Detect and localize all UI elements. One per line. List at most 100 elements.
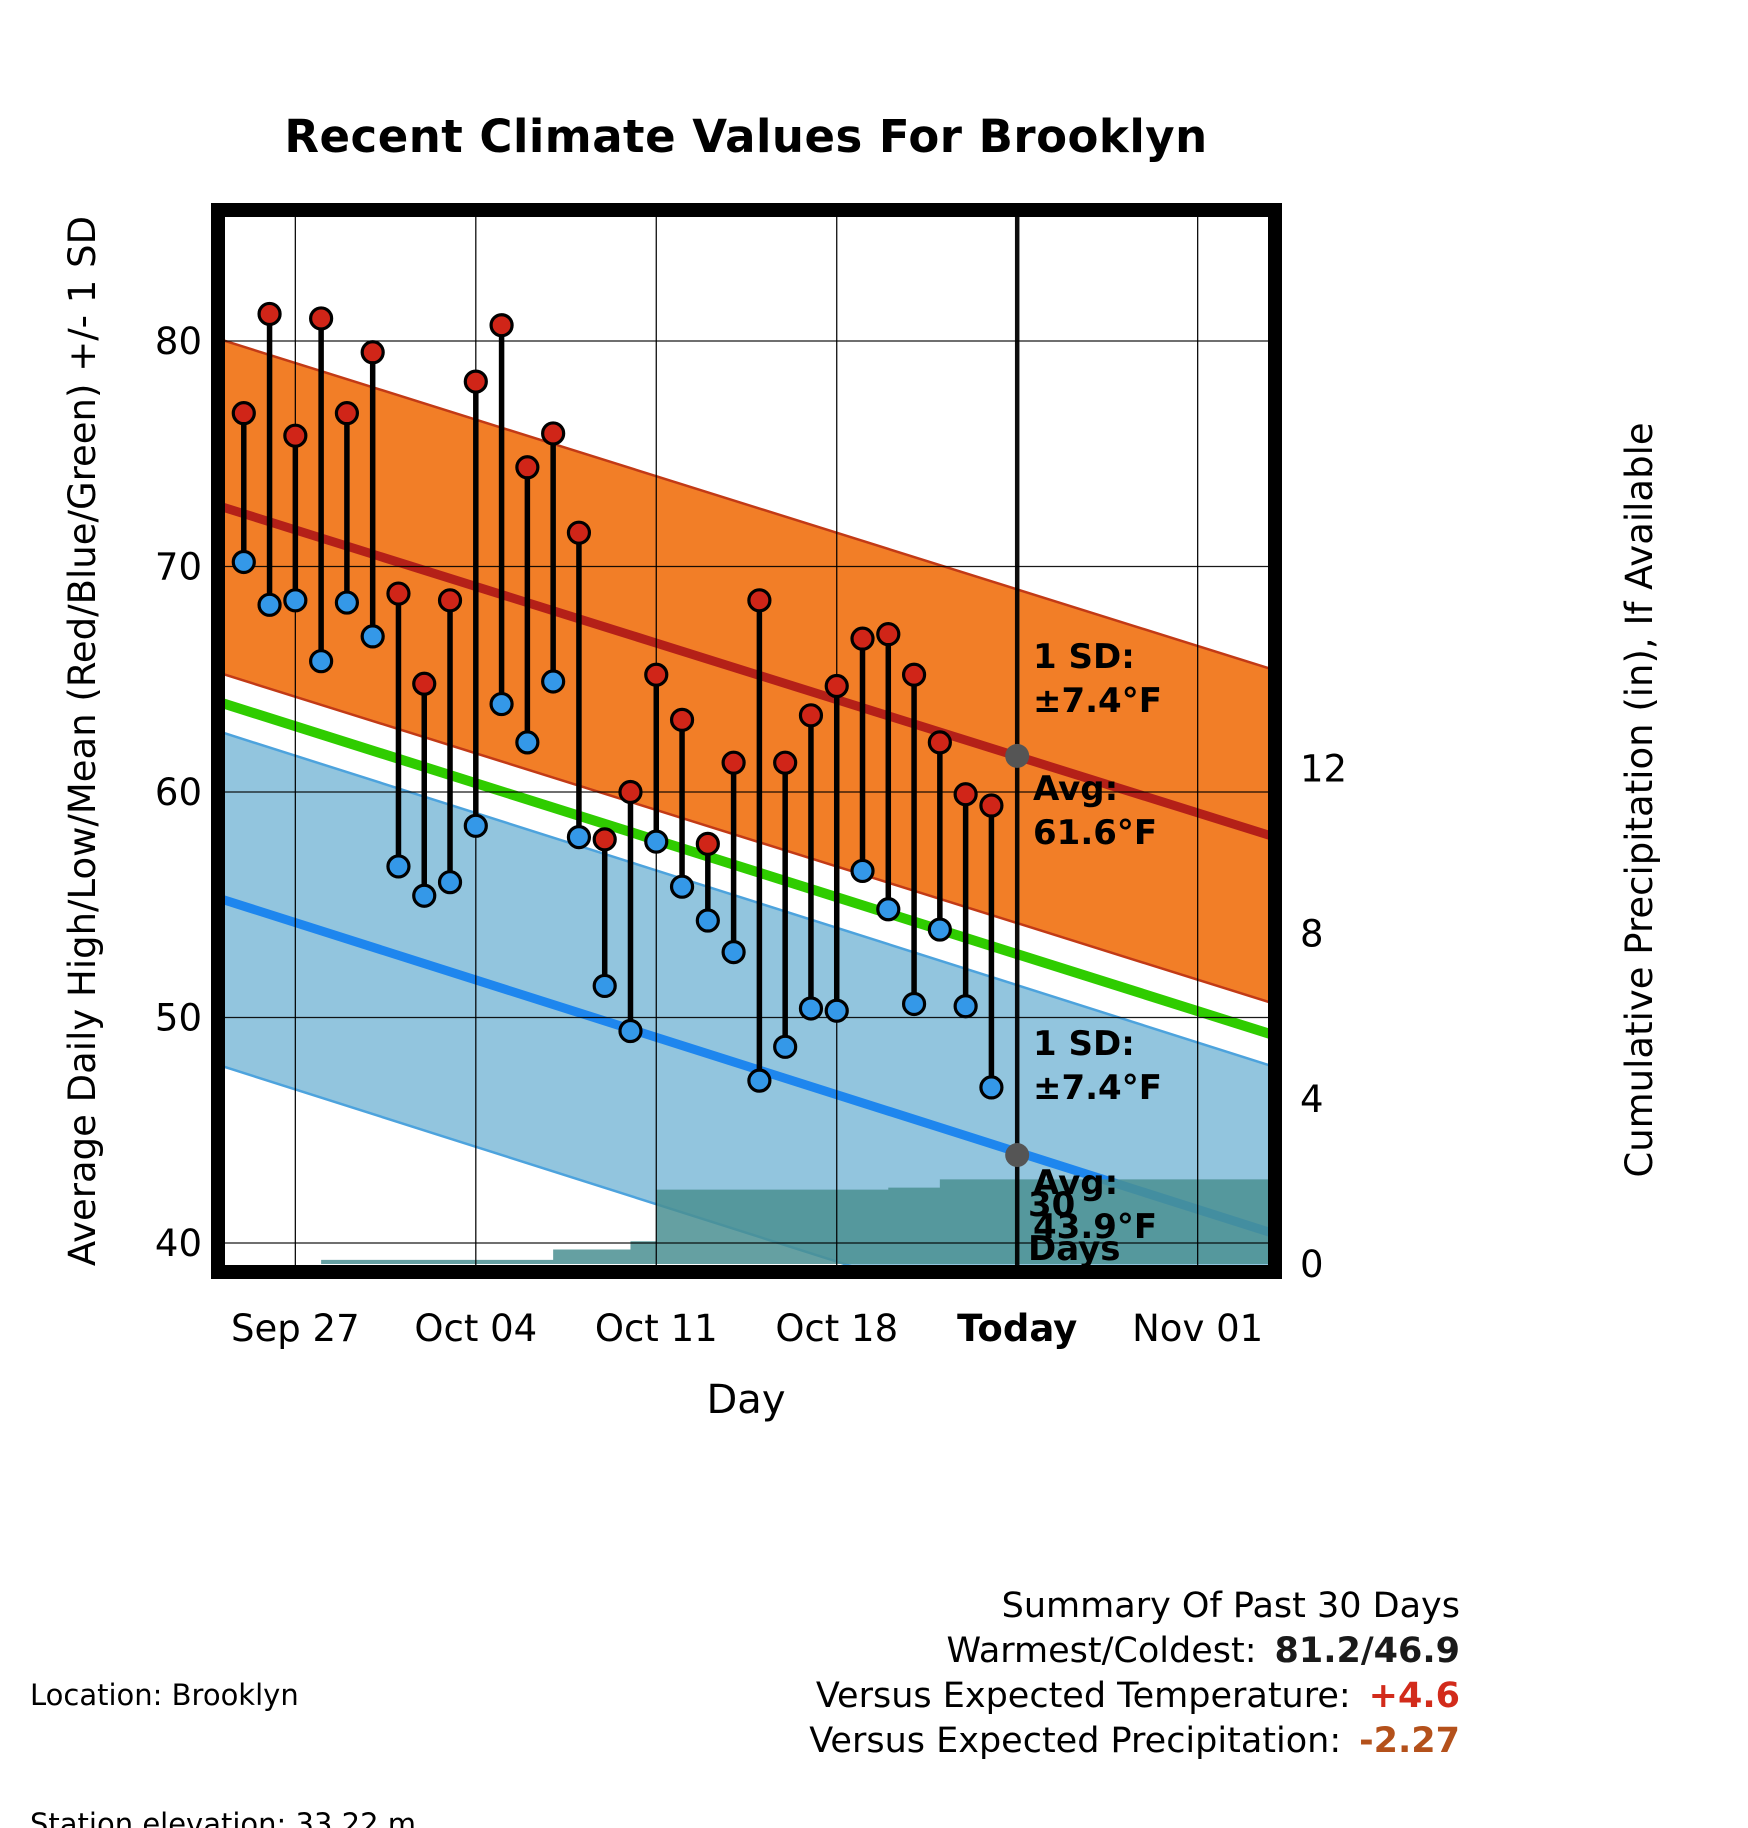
low-avg-annotation: 43.9°F: [1033, 1207, 1157, 1247]
low-normal-band: [218, 731, 1275, 1272]
daily-low-dot: [695, 908, 720, 933]
summary-row-vs-temperature: Versus Expected Temperature: +4.6: [809, 1674, 1460, 1719]
y-right-tick-label: 8: [1300, 913, 1324, 956]
low-avg-marker-dot: [1005, 1143, 1030, 1168]
high-normal-mean-line: [218, 501, 1275, 842]
y-left-tick-label: 60: [155, 771, 202, 814]
daily-high-dot: [669, 707, 695, 732]
daily-low-dot: [566, 824, 592, 850]
daily-low-dot: [541, 669, 566, 694]
daily-low-dot: [850, 858, 875, 884]
daily-high-dot: [850, 626, 875, 651]
station-info: Location: Brooklyn Station elevation: 33…: [30, 1588, 734, 1828]
daily-high-dot: [566, 520, 592, 545]
station-info-line: Station elevation: 33.22 m: [30, 1807, 417, 1828]
daily-high-dot: [644, 662, 669, 687]
daily-low-dot: [618, 1018, 643, 1044]
daily-low-dot: [953, 994, 978, 1019]
high-avg-annotation: Avg:: [1033, 769, 1118, 809]
daily-high-dot: [334, 401, 360, 426]
summary-value: -2.27: [1359, 1721, 1460, 1761]
window-30-days-annotation: 30: [1028, 1185, 1075, 1225]
daily-low-dot: [824, 998, 849, 1023]
normal-bands: [218, 337, 1275, 1272]
daily-high-dot: [721, 750, 746, 775]
daily-high-dot: [437, 588, 463, 613]
daily-high-dot: [927, 730, 952, 755]
daily-low-dot: [876, 897, 901, 922]
daily-high-dot: [773, 750, 798, 775]
low-normal-band-top-edge: [218, 729, 1275, 1069]
daily-low-dot: [747, 1068, 772, 1093]
daily-high-dot: [360, 340, 385, 365]
daily-low-dot: [463, 813, 488, 838]
daily-high-dot: [386, 581, 411, 606]
summary-label: Versus Expected Precipitation:: [809, 1721, 1342, 1761]
daily-low-dot: [283, 588, 308, 613]
daily-high-dot: [876, 622, 901, 647]
x-tick-label: Today: [957, 1307, 1077, 1350]
daily-high-dot: [953, 782, 978, 807]
daily-low-dot: [437, 870, 463, 895]
x-tick-label: Nov 01: [1132, 1307, 1263, 1350]
summary-label: Versus Expected Temperature:: [815, 1676, 1351, 1716]
daily-high-dot: [824, 673, 849, 699]
daily-high-dot: [798, 703, 824, 728]
daily-high-dot: [695, 831, 720, 856]
daily-high-dot: [489, 313, 514, 338]
daily-low-dot: [412, 883, 437, 908]
daily-low-dot: [257, 592, 282, 617]
daily-low-dot: [592, 973, 617, 999]
daily-high-dot: [979, 793, 1004, 818]
y-left-tick-label: 40: [155, 1222, 202, 1265]
right-axis-label: Cumulative Precipitation (in), If Availa…: [1618, 422, 1661, 1177]
chart-title: Recent Climate Values For Brooklyn: [284, 110, 1208, 163]
daily-low-dot: [927, 917, 952, 942]
daily-low-dot: [515, 730, 540, 755]
left-axis-label: Average Daily High/Low/Mean (Red/Blue/Gr…: [61, 216, 104, 1266]
daily-high-dot: [592, 827, 617, 852]
high-avg-marker-dot: [1005, 743, 1030, 768]
daily-low-dot: [489, 691, 514, 717]
y-right-tick-label: 12: [1300, 747, 1347, 790]
daily-high-dot: [901, 662, 927, 687]
high-sd-annotation: ±7.4°F: [1033, 681, 1162, 721]
daily-low-dot: [979, 1075, 1004, 1100]
y-right-tick-label: 0: [1300, 1243, 1324, 1286]
summary-row-warmest-coldest: Warmest/Coldest: 81.2/46.9: [809, 1629, 1460, 1674]
summary-value: 81.2/46.9: [1274, 1631, 1461, 1671]
axis-ticks: 40 50 60 70 80 0 4 8 12 Sep 27 Oct 04 Oct 11 Oct 18 T…: [155, 320, 1347, 1350]
x-tick-label: Sep 27: [231, 1307, 360, 1350]
daily-low-dot: [360, 624, 385, 649]
low-sd-annotation: 1 SD:: [1033, 1024, 1135, 1064]
high-normal-band-top-edge: [218, 337, 1275, 672]
daily-low-dot: [669, 874, 695, 899]
daily-low-dot: [644, 829, 669, 854]
daily-low-dot: [386, 854, 411, 879]
high-avg-annotation: 61.6°F: [1033, 813, 1157, 853]
low-avg-annotation: Avg:: [1033, 1163, 1118, 1203]
y-left-tick-label: 80: [155, 320, 202, 363]
daily-high-dot: [309, 306, 334, 331]
y-left-tick-label: 70: [155, 546, 202, 589]
daily-high-dot: [283, 423, 308, 448]
y-right-tick-label: 4: [1300, 1078, 1324, 1121]
daily-low-dot: [309, 649, 334, 674]
daily-low-dot: [773, 1034, 798, 1059]
high-normal-band-bottom-edge: [218, 671, 1275, 1006]
summary-block: Summary Of Past 30 Days Warmest/Coldest:…: [809, 1584, 1460, 1764]
summary-label: Warmest/Coldest:: [946, 1631, 1257, 1671]
daily-high-dot: [463, 369, 488, 394]
summary-title: Summary Of Past 30 Days: [1001, 1586, 1460, 1626]
daily-low-dot: [798, 996, 824, 1021]
low-sd-annotation: ±7.4°F: [1033, 1068, 1162, 1108]
daily-low-dot: [231, 549, 256, 575]
daily-high-dot: [747, 588, 772, 613]
low-normal-mean-line: [218, 893, 1275, 1239]
summary-value: +4.6: [1368, 1676, 1460, 1716]
plot-frame: [211, 203, 1282, 1279]
x-tick-label: Oct 04: [414, 1307, 537, 1350]
